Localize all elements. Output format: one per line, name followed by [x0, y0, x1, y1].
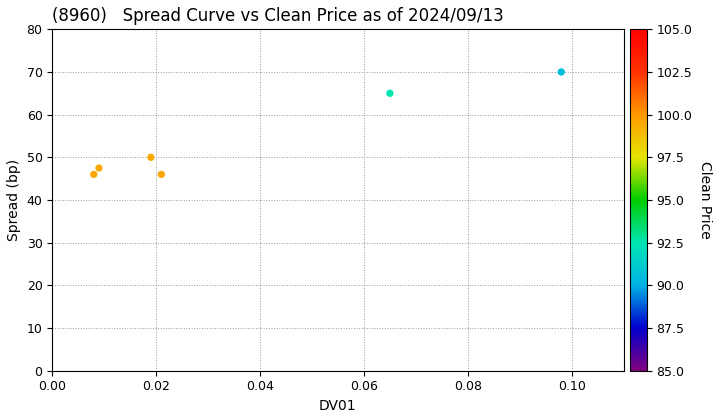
- X-axis label: DV01: DV01: [319, 399, 356, 413]
- Point: [145, 154, 157, 161]
- Y-axis label: Spread (bp): Spread (bp): [7, 159, 21, 241]
- Text: (8960)   Spread Curve vs Clean Price as of 2024/09/13: (8960) Spread Curve vs Clean Price as of…: [53, 7, 504, 25]
- Point: [88, 171, 99, 178]
- Point: [93, 165, 104, 171]
- Point: [556, 68, 567, 75]
- Point: [156, 171, 167, 178]
- Point: [384, 90, 395, 97]
- Y-axis label: Clean Price: Clean Price: [698, 161, 712, 239]
